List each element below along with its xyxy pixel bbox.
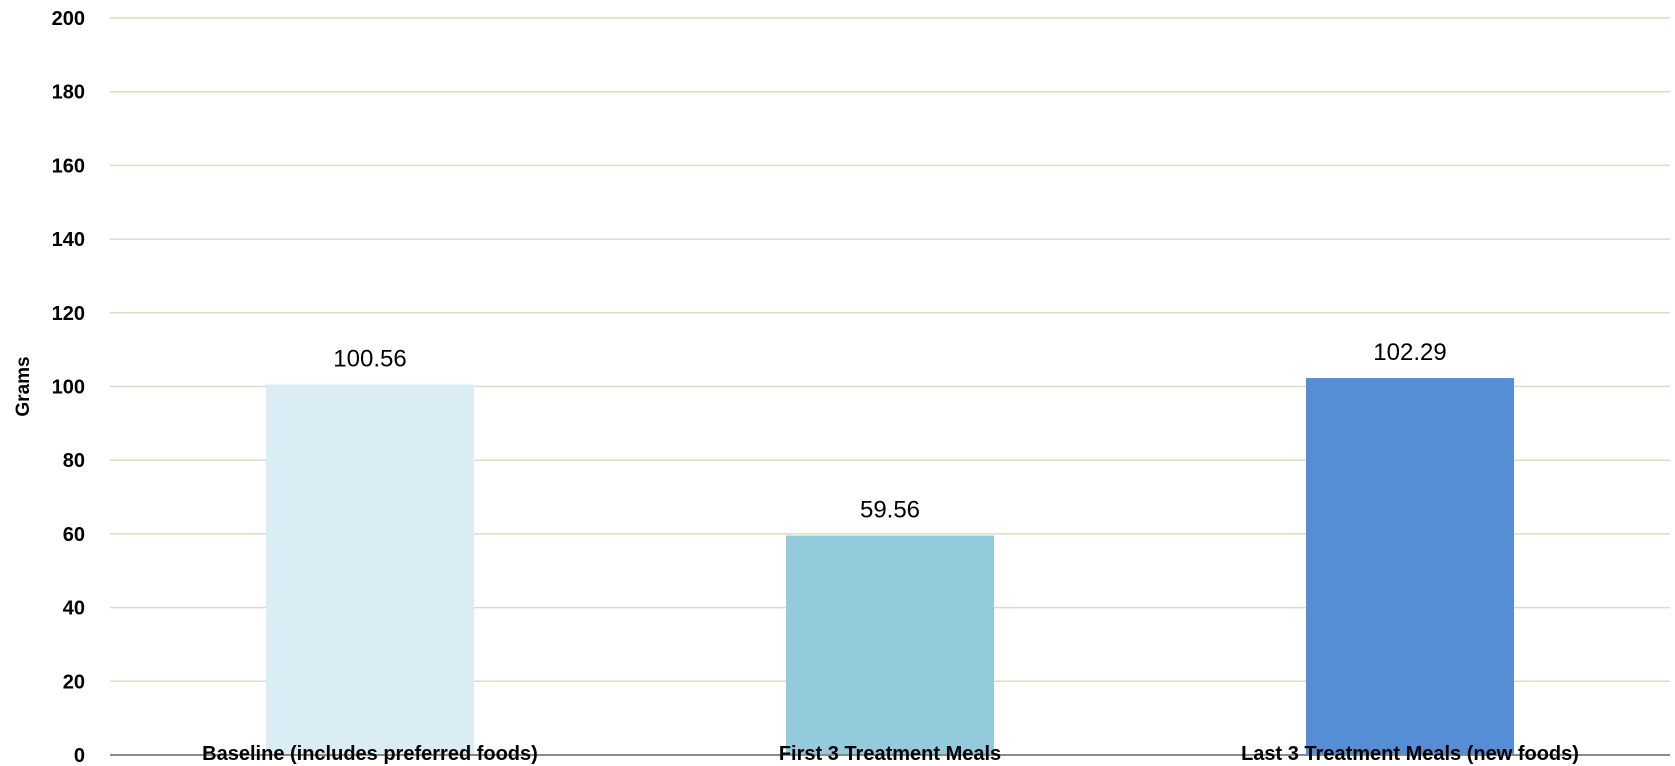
bar-1: [266, 384, 474, 755]
x-category-label: Last 3 Treatment Meals (new foods): [1241, 743, 1579, 765]
y-tick-label: 200: [52, 8, 85, 30]
bars: [266, 378, 1514, 755]
y-axis-ticks: 0 20 40 60 80 100 120 140 160 180 200: [52, 8, 85, 766]
y-tick-label: 160: [52, 155, 85, 177]
data-label: 102.29: [1373, 339, 1446, 366]
y-tick-label: 0: [74, 745, 85, 766]
y-axis-title: Grams: [13, 356, 34, 416]
data-label: 59.56: [860, 497, 920, 524]
bar-2: [786, 535, 994, 755]
y-tick-label: 20: [63, 671, 85, 693]
x-category-label: Baseline (includes preferred foods): [202, 743, 538, 765]
y-tick-label: 100: [52, 377, 85, 399]
y-tick-label: 40: [63, 598, 85, 620]
y-tick-label: 60: [63, 524, 85, 546]
x-category-label: First 3 Treatment Meals: [779, 743, 1001, 765]
x-axis-categories: Baseline (includes preferred foods) First…: [202, 743, 1579, 765]
bar-3: [1306, 378, 1514, 755]
y-tick-label: 140: [52, 229, 85, 251]
y-tick-label: 120: [52, 303, 85, 325]
data-label: 100.56: [333, 345, 406, 372]
y-tick-label: 180: [52, 82, 85, 104]
data-labels: 100.56 59.56 102.29: [333, 339, 1446, 523]
y-tick-label: 80: [63, 450, 85, 472]
